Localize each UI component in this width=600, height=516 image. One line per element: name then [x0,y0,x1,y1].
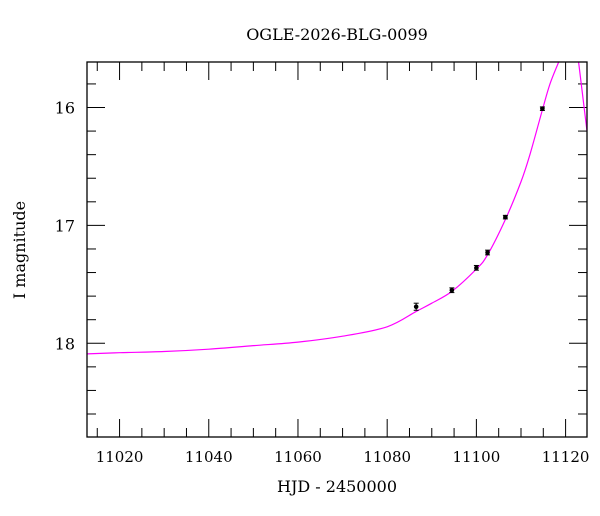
x-tick-label: 11100 [453,448,501,466]
model-curve-rising [87,62,560,355]
model-curves [87,62,587,355]
data-point [413,304,419,310]
chart-title: OGLE-2026-BLG-0099 [246,25,428,44]
data-point [540,106,545,111]
x-axis-label: HJD - 2450000 [277,477,397,496]
y-tick-label: 17 [55,216,75,235]
plot-frame [86,61,588,438]
data-point [503,214,508,220]
tick-labels: 11020 11040 11060 11080 11100 11120 16 17 18 [55,99,590,466]
y-axis-label: I magnitude [10,201,29,299]
data-point [449,287,455,293]
x-tick-label: 11120 [542,448,590,466]
y-tick-label: 16 [55,99,75,118]
data-points [413,106,545,311]
x-tick-label: 11060 [274,448,322,466]
x-tick-label: 11020 [96,448,144,466]
y-tick-label: 18 [55,334,75,353]
data-point [474,265,479,271]
x-tick-label: 11040 [185,448,233,466]
data-point [485,250,490,255]
x-tick-label: 11080 [363,448,411,466]
axis-ticks [87,62,587,437]
model-curve-falling [577,62,587,132]
